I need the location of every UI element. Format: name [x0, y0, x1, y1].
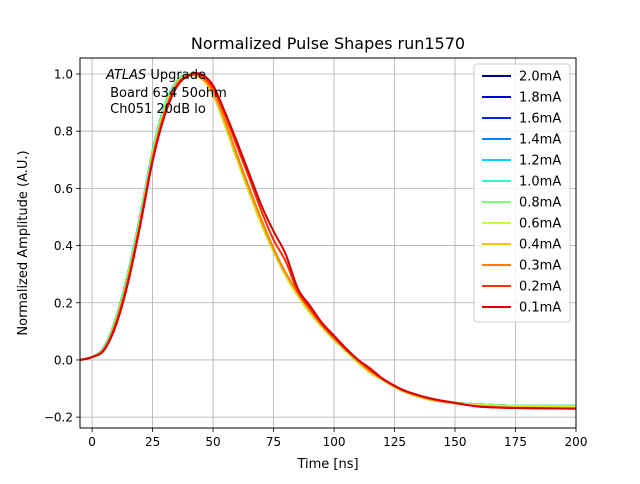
- legend-item: 0.2mA: [482, 280, 561, 295]
- x-tick-label: 125: [383, 435, 406, 449]
- legend-label: 0.2mA: [519, 280, 561, 295]
- x-tick-label: 200: [565, 435, 588, 449]
- legend-label: 1.4mA: [519, 133, 561, 148]
- svg-text:ATLAS Upgrade: ATLAS Upgrade: [105, 68, 206, 83]
- legend-label: 1.8mA: [519, 91, 561, 106]
- legend-box: [473, 63, 571, 323]
- legend-label: 0.8mA: [519, 196, 561, 211]
- legend-item: 1.2mA: [482, 154, 561, 169]
- legend-label: 1.0mA: [519, 175, 561, 190]
- legend-item: 0.6mA: [482, 217, 561, 232]
- legend-item: 1.8mA: [482, 91, 561, 106]
- x-tick-label: 175: [504, 435, 527, 449]
- legend-label: 1.2mA: [519, 154, 561, 169]
- annotation-board: Board 634 50ohm: [106, 86, 227, 101]
- x-tick-label: 150: [444, 435, 467, 449]
- annotation-channel: Ch051 20dB lo: [106, 102, 206, 117]
- legend-item: 1.0mA: [482, 175, 561, 190]
- legend-item: 1.6mA: [482, 112, 561, 127]
- y-tick-label: 0.8: [54, 125, 73, 139]
- legend-label: 0.3mA: [519, 259, 561, 274]
- legend-label: 0.1mA: [519, 301, 561, 316]
- x-tick-label: 0: [88, 435, 96, 449]
- x-axis: 0 25 50 75 100 125 150 175 200: [88, 428, 587, 449]
- legend-item: 0.3mA: [482, 259, 561, 274]
- x-tick-label: 50: [205, 435, 220, 449]
- x-tick-label: 75: [266, 435, 281, 449]
- x-axis-label: Time [ns]: [296, 457, 358, 472]
- y-tick-label: 0.4: [54, 239, 73, 253]
- legend: 2.0mA 1.8mA 1.6mA 1.4mA 1.2mA 1.0mA 0.8mA 0.6mA…: [473, 63, 571, 323]
- legend-label: 1.6mA: [519, 112, 561, 127]
- x-tick-label: 25: [145, 435, 160, 449]
- curves: [80, 72, 576, 410]
- x-tick-label: 100: [323, 435, 346, 449]
- y-tick-label: 0.0: [54, 353, 73, 367]
- legend-label: 0.4mA: [519, 238, 561, 253]
- y-tick-label: −0.2: [44, 411, 73, 425]
- legend-item: 0.4mA: [482, 238, 561, 253]
- chart-title: Normalized Pulse Shapes run1570: [191, 34, 465, 53]
- plot-frame: [79, 57, 577, 429]
- y-axis: −0.2 0.0 0.2 0.4 0.6 0.8 1.0: [44, 68, 80, 425]
- legend-item: 0.1mA: [482, 301, 561, 316]
- y-tick-label: 0.2: [54, 296, 73, 310]
- series-line-0.1mA: [80, 72, 576, 410]
- y-tick-label: 1.0: [54, 68, 73, 82]
- y-tick-label: 0.6: [54, 182, 73, 196]
- legend-item: 2.0mA: [482, 70, 561, 85]
- legend-item: 1.4mA: [482, 133, 561, 148]
- legend-label: 2.0mA: [519, 70, 561, 85]
- annotation: ATLAS Upgrade Board 634 50ohm Ch051 20dB…: [105, 68, 227, 117]
- legend-label: 0.6mA: [519, 217, 561, 232]
- annotation-upgrade: Upgrade: [146, 68, 206, 83]
- annotation-atlas: ATLAS: [105, 68, 146, 83]
- legend-item: 0.8mA: [482, 196, 561, 211]
- y-axis-label: Normalized Amplitude (A.U.): [16, 150, 31, 335]
